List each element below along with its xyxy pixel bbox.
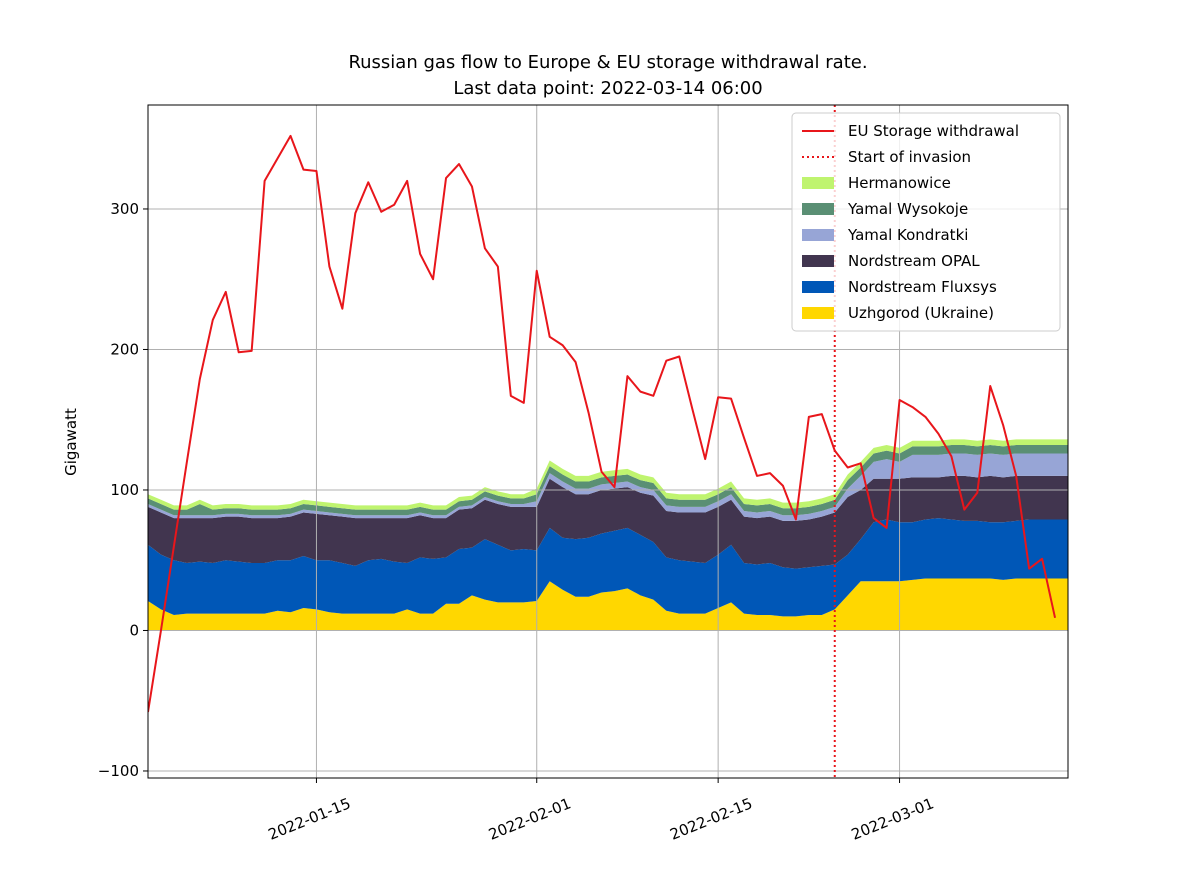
area: [148, 578, 1068, 631]
y-tick-label: 200: [110, 340, 139, 358]
area: [148, 518, 1068, 617]
legend-swatch: [802, 229, 834, 241]
area: [148, 453, 1068, 521]
legend-swatch: [802, 177, 834, 189]
x-tick-label: 2022-01-15: [266, 794, 354, 843]
area: [148, 439, 1068, 510]
chart-subtitle: Last data point: 2022-03-14 06:00: [453, 78, 762, 99]
chart-title: Russian gas flow to Europe & EU storage …: [348, 52, 867, 73]
legend-label: EU Storage withdrawal: [848, 122, 1019, 140]
legend-label: Nordstream OPAL: [848, 252, 980, 270]
legend-label: Nordstream Fluxsys: [848, 278, 997, 296]
legend-label: Yamal Kondratki: [847, 226, 968, 244]
y-tick-label: −100: [98, 762, 139, 780]
legend-label: Uzhgorod (Ukraine): [848, 304, 994, 322]
plot-area: [148, 105, 1068, 778]
line: [148, 134, 1057, 713]
y-axis-label: Gigawatt: [62, 408, 80, 476]
x-tick-label: 2022-03-01: [849, 794, 937, 843]
x-tick-label: 2022-02-15: [667, 794, 755, 843]
legend-swatch: [802, 203, 834, 215]
y-tick-label: 100: [110, 481, 139, 499]
legend-label: Hermanowice: [848, 174, 951, 192]
legend-swatch: [802, 281, 834, 293]
y-tick-label: 300: [110, 200, 139, 218]
legend-label: Start of invasion: [848, 148, 971, 166]
legend-swatch: [802, 255, 834, 267]
plot-frame: [147, 104, 1069, 779]
y-tick-label: 0: [129, 621, 139, 639]
x-tick-label: 2022-02-01: [486, 794, 574, 843]
legend-box: [791, 112, 1061, 332]
area: [148, 475, 1068, 569]
legend-swatch: [802, 307, 834, 319]
legend-label: Yamal Wysokoje: [847, 200, 968, 218]
